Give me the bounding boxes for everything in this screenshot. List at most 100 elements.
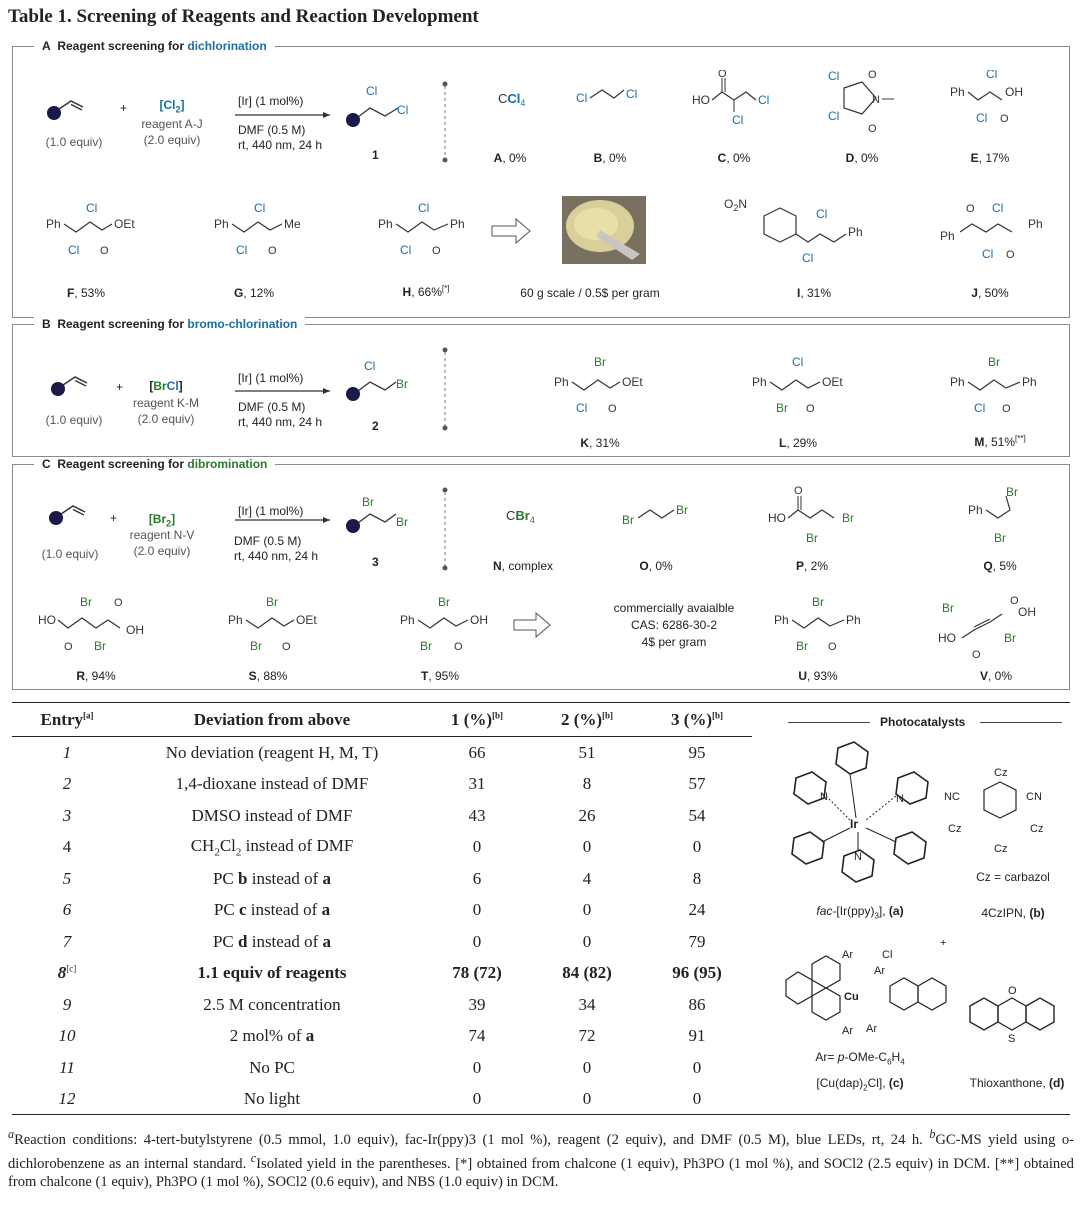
label-N: N, complex — [492, 559, 554, 573]
svg-text:O: O — [114, 597, 123, 609]
svg-text:O: O — [282, 641, 291, 653]
condition-catalyst-b: [Ir] (1 mol%) — [238, 371, 304, 385]
ir-ppy3-structure: Ir N N N — [791, 741, 929, 883]
commercial-note: commercially avaialble CAS: 6286-30-2 4$… — [613, 601, 735, 649]
svg-text:O: O — [972, 649, 981, 661]
svg-text:Ph: Ph — [1028, 217, 1043, 231]
table-row: 2 1,4-dioxane instead of DMF 31 8 57 — [62, 774, 706, 794]
svg-text:O: O — [64, 641, 73, 653]
label-S: S, 88% — [248, 669, 288, 683]
svg-text:Cl: Cl — [986, 70, 997, 81]
table-row: 4 CH2Cl2 instead of DMF 0 0 0 — [12, 832, 752, 864]
thioxanthone-structure: O S — [969, 986, 1055, 1045]
reagents-a-row2: Ph Cl Cl OEt O Ph Cl Cl Me O Ph Cl Cl Ph… — [46, 196, 1043, 265]
svg-text:Br: Br — [396, 377, 408, 391]
svg-text:OH: OH — [1018, 605, 1036, 619]
svg-text:O: O — [454, 641, 463, 653]
svg-text:N: N — [872, 94, 880, 106]
plus-sign-c: + — [110, 511, 118, 525]
svg-text:Br: Br — [362, 495, 374, 509]
table-row: 10 2 mol% of a 74 72 91 — [58, 1026, 706, 1046]
svg-text:Br: Br — [80, 595, 92, 609]
svg-text:O: O — [268, 245, 277, 257]
svg-text:Me: Me — [284, 217, 301, 231]
svg-text:Ph: Ph — [752, 375, 767, 389]
section-b-scheme: Cl Br — [51, 359, 408, 401]
svg-text:Cl: Cl — [418, 201, 429, 215]
footnote-dstar: [**] obtained from chalcone (1 equiv), P… — [8, 1155, 1074, 1190]
pc-rule-right — [980, 722, 1062, 723]
reagent-line: reagent A-J — [141, 117, 203, 131]
dashed-divider — [442, 81, 448, 163]
reagent-formula-b: [BrCl] — [149, 379, 183, 393]
svg-text:Ph: Ph — [940, 229, 955, 243]
svg-text:Ph: Ph — [450, 217, 465, 231]
section-b-heading: B Reagent screening for bromo-chlorinati… — [34, 317, 306, 331]
svg-text:Cl: Cl — [976, 111, 987, 125]
svg-text:Br: Br — [806, 531, 818, 545]
svg-text:O: O — [718, 70, 727, 80]
condition-temp-b: rt, 440 nm, 24 h — [238, 415, 323, 429]
svg-text:Br: Br — [396, 515, 408, 529]
dashed-divider-c — [442, 487, 448, 571]
reagent-line-b: reagent K-M — [132, 396, 200, 410]
svg-text:Cl: Cl — [366, 84, 377, 98]
svg-text:Cl: Cl — [236, 243, 247, 257]
svg-text:Ph: Ph — [848, 225, 863, 239]
label-U: U, 93% — [798, 669, 838, 683]
reagents-b: Ph Br Cl OEt O Ph Cl Br OEt O Ph Br Cl P… — [554, 355, 1037, 415]
svg-text:Cz: Cz — [948, 823, 961, 835]
svg-text:Br: Br — [994, 531, 1006, 545]
substrate-dot — [47, 106, 61, 120]
substrate-equiv-b: (1.0 equiv) — [45, 413, 103, 427]
label-J: J, 50% — [971, 286, 1009, 300]
condition-catalyst: [Ir] (1 mol%) — [238, 94, 304, 108]
svg-text:Ph: Ph — [228, 613, 243, 627]
svg-text:Ph: Ph — [46, 217, 61, 231]
svg-text:Cl: Cl — [828, 70, 839, 83]
svg-text:Ph: Ph — [1022, 375, 1037, 389]
section-a-scheme: Cl Cl — [47, 84, 408, 127]
svg-text:Cl: Cl — [576, 401, 587, 415]
svg-text:Br: Br — [942, 601, 954, 615]
label-H: H, 66%[*] — [402, 284, 450, 299]
svg-text:Br: Br — [266, 595, 278, 609]
svg-text:Ph: Ph — [846, 613, 861, 627]
svg-text:HO: HO — [768, 511, 786, 525]
svg-text:O: O — [1010, 595, 1019, 607]
svg-text:Cl: Cl — [626, 87, 637, 101]
svg-text:Cl: Cl — [86, 201, 97, 215]
svg-text:Br: Br — [842, 511, 854, 525]
pc-heading: Photocatalysts — [880, 715, 966, 729]
svg-text:O: O — [1002, 403, 1011, 415]
pc-b-note: Cz = carbazol — [976, 870, 1050, 884]
svg-text:OEt: OEt — [114, 217, 135, 231]
svg-text:Cl: Cl — [992, 201, 1003, 215]
svg-text:Br: Br — [420, 639, 432, 653]
svg-text:HO: HO — [692, 93, 710, 107]
svg-text:Ph: Ph — [950, 375, 965, 389]
svg-text:Br: Br — [812, 595, 824, 609]
label-P: P, 2% — [795, 559, 829, 573]
reagent-equiv: (2.0 equiv) — [143, 133, 201, 147]
svg-text:Cl: Cl — [802, 251, 813, 265]
label-L: L, 29% — [778, 436, 818, 450]
svg-text:OEt: OEt — [822, 375, 843, 389]
svg-text:Ph: Ph — [968, 503, 983, 517]
svg-text:Ar: Ar — [874, 965, 885, 977]
svg-text:Br: Br — [988, 355, 1000, 369]
condition-catalyst-c: [Ir] (1 mol%) — [238, 504, 304, 518]
footnote-star: [*] obtained from chalcone (1 equiv), Ph… — [455, 1155, 991, 1172]
svg-text:Cl: Cl — [254, 201, 265, 215]
svg-text:N: N — [854, 851, 862, 863]
svg-text:CBr4: CBr4 — [506, 508, 535, 525]
svg-text:Cl: Cl — [882, 949, 892, 961]
svg-text:O: O — [806, 403, 815, 415]
svg-text:Br: Br — [1006, 485, 1018, 499]
substrate-equiv-c: (1.0 equiv) — [41, 547, 99, 561]
header-y2: 2 (%)[b] — [560, 709, 614, 729]
svg-text:Cl: Cl — [758, 93, 769, 107]
svg-text:Ph: Ph — [400, 613, 415, 627]
section-b-box — [12, 324, 1070, 457]
header-y3: 3 (%)[b] — [670, 709, 724, 729]
